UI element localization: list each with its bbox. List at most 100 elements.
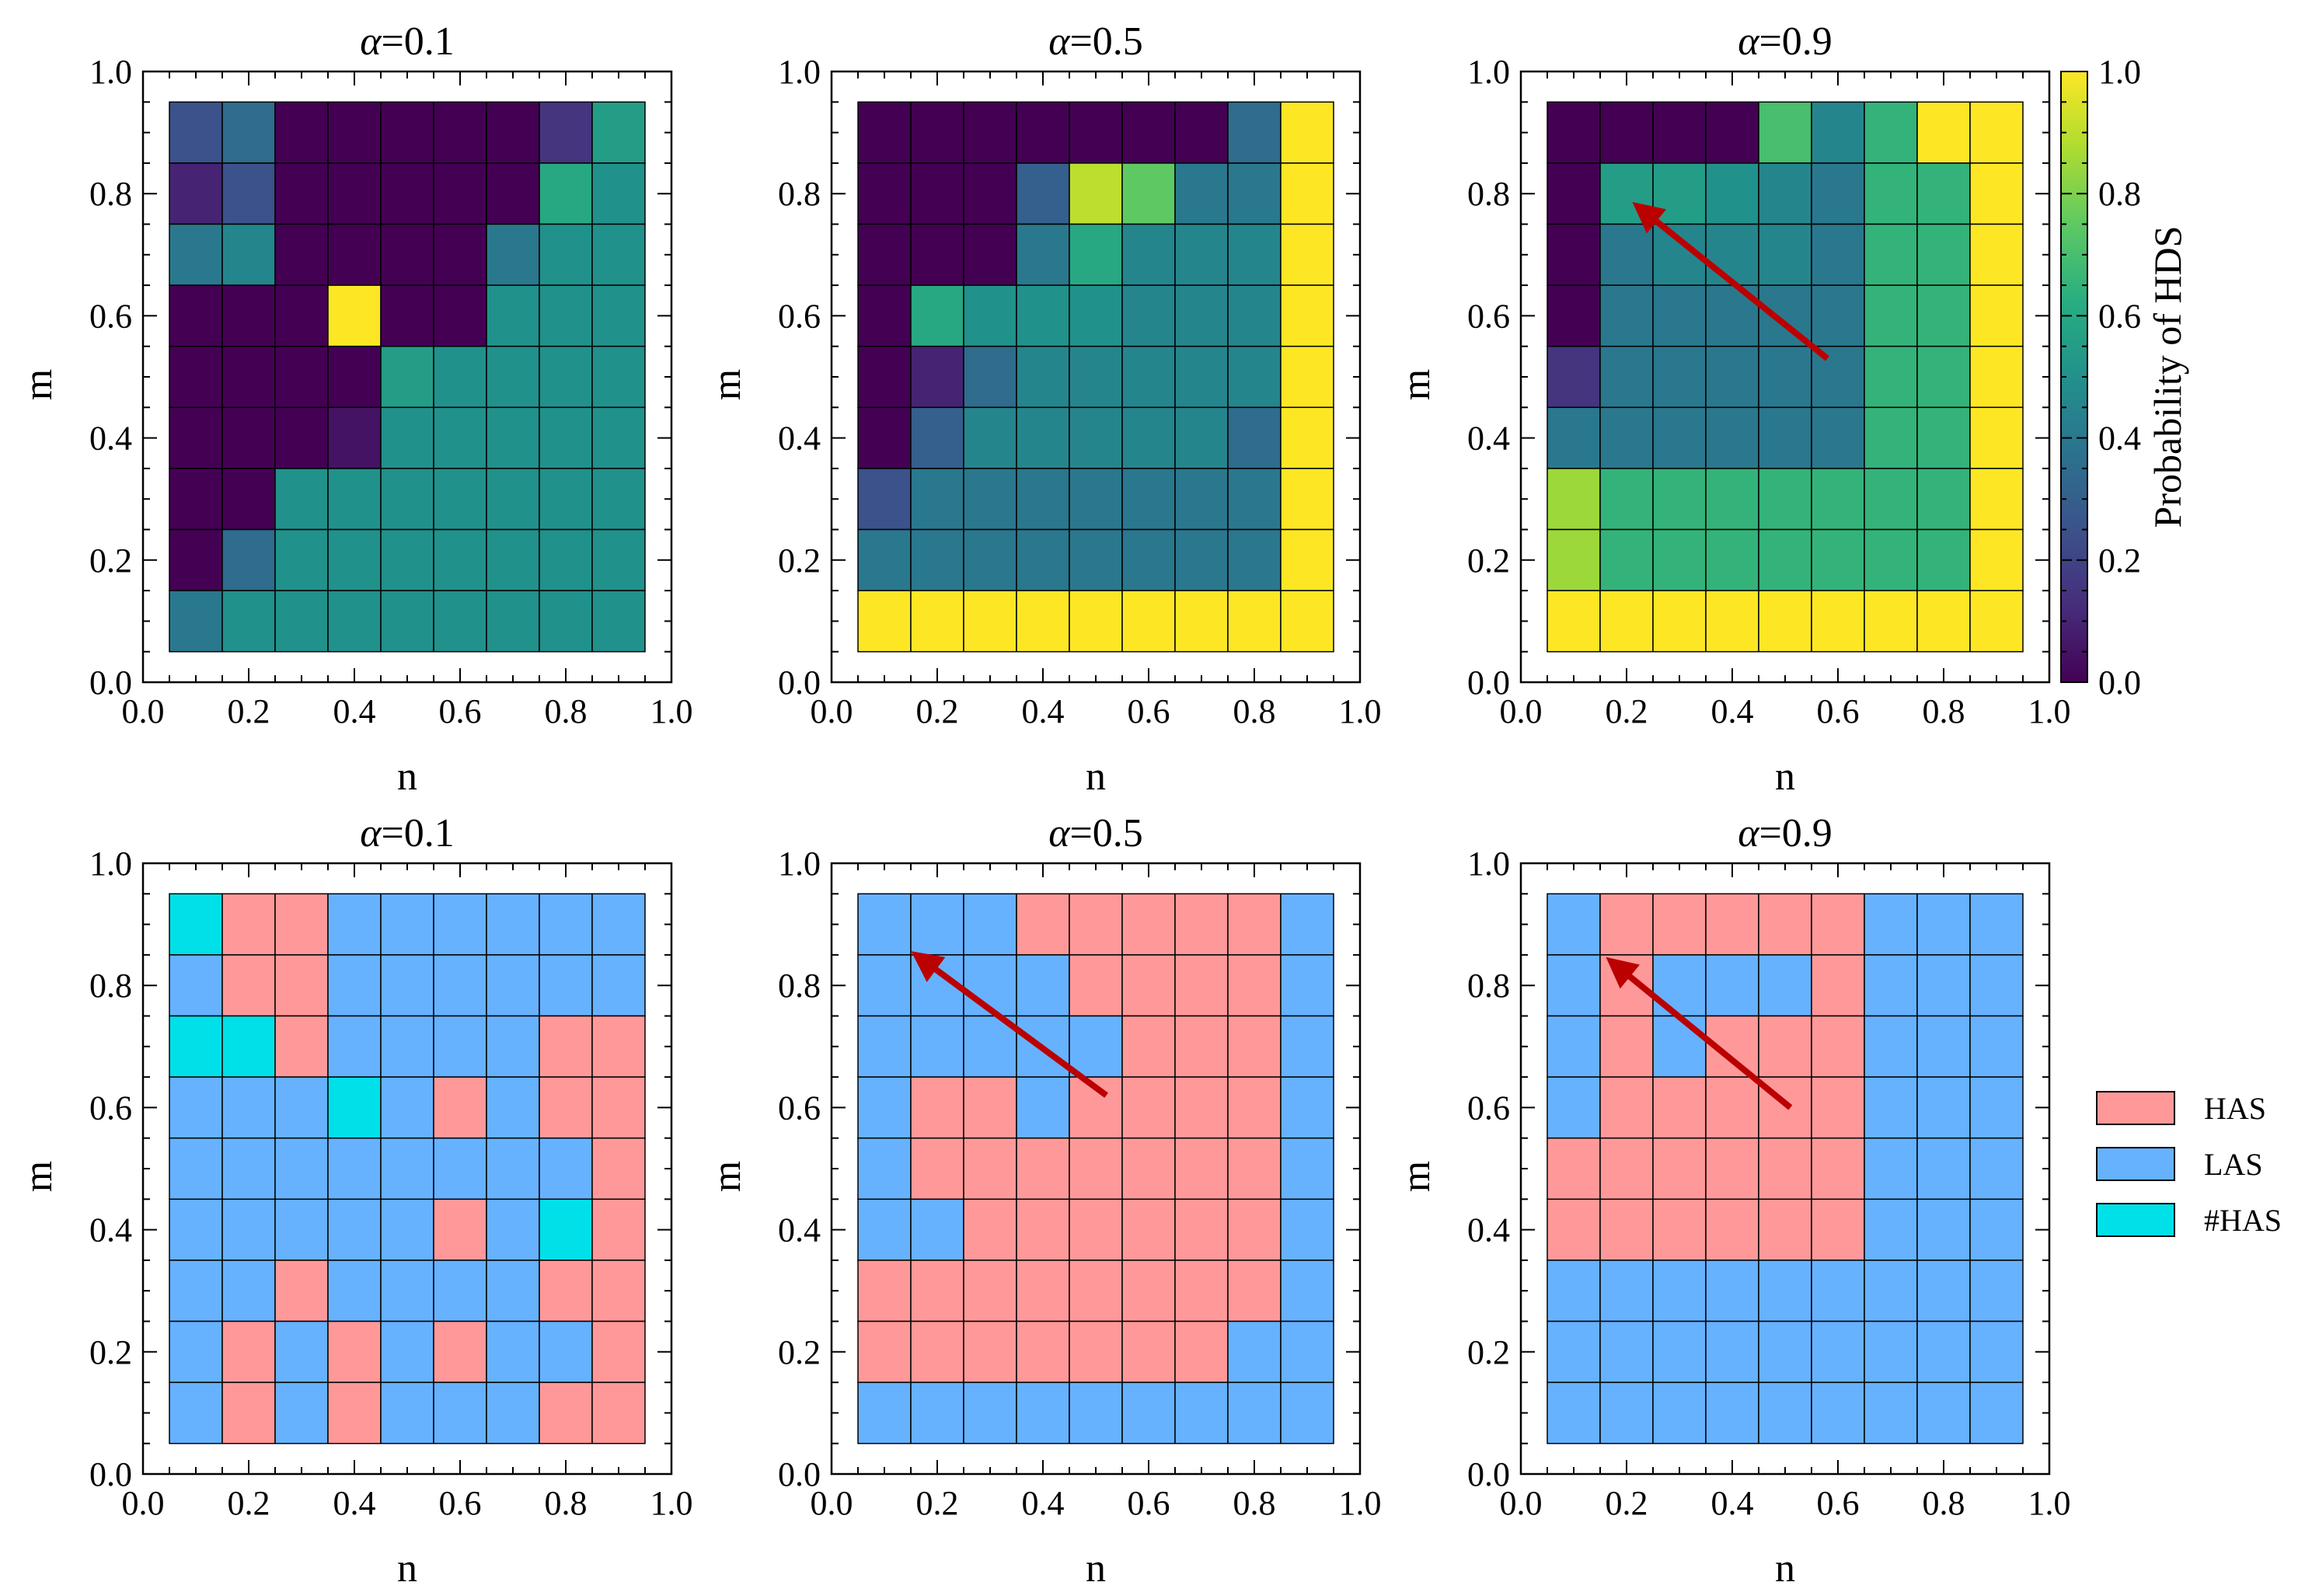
heatmap-cell — [1916, 1320, 1971, 1383]
title-symbol: α — [360, 811, 382, 855]
x-tick-label: 0.0 — [1500, 1484, 1543, 1522]
y-tick-label: 0.0 — [778, 664, 821, 702]
heatmap-cell — [221, 406, 276, 469]
legend-entry-las: LAS — [2096, 1147, 2263, 1182]
heatmap-cell — [221, 1137, 276, 1200]
heatmap-cell — [591, 284, 646, 347]
x-axis-label: n — [1086, 754, 1106, 799]
y-tick-label: 0.2 — [1467, 1333, 1510, 1371]
heatmap-cell — [1069, 954, 1123, 1017]
x-tick-label: 0.8 — [1233, 692, 1276, 730]
heatmap-cell — [1969, 528, 2024, 591]
heatmap-cell — [1227, 893, 1282, 956]
heatmap-cell — [1121, 528, 1176, 591]
heatmap-cell — [1069, 1320, 1123, 1383]
heatmap-cell — [1016, 468, 1070, 531]
heatmap-cell — [1758, 528, 1812, 591]
heatmap-cell — [963, 1015, 1017, 1078]
heatmap-cell — [1280, 284, 1334, 347]
heatmap-cell — [1705, 893, 1759, 956]
title-symbol: α — [1048, 811, 1071, 855]
heatmap-cell — [1969, 590, 2024, 653]
heatmap-cell — [274, 1137, 329, 1200]
heatmap-cell — [591, 1260, 646, 1322]
x-tick-label: 0.4 — [1022, 1484, 1065, 1522]
heatmap-cell — [1652, 284, 1707, 347]
y-tick-label: 1.0 — [1467, 845, 1510, 883]
heatmap-cell — [1652, 893, 1707, 956]
x-tick-label: 1.0 — [2028, 692, 2071, 730]
heatmap-cell — [1758, 1015, 1812, 1078]
y-tick-label: 0.8 — [1467, 967, 1510, 1005]
heatmap-cell — [1969, 1260, 2024, 1322]
panel-title: α=0.5 — [1048, 19, 1143, 64]
heatmap-cell — [380, 893, 434, 956]
heatmap-cell — [221, 1015, 276, 1078]
heatmap-cell — [539, 1382, 593, 1444]
heatmap-cell — [1864, 1260, 1918, 1322]
heatmap-cell — [910, 1076, 964, 1139]
heatmap-cell — [1121, 1015, 1176, 1078]
y-tick-label: 0.6 — [89, 1089, 132, 1127]
heatmap-cell — [221, 954, 276, 1017]
heatmap-cell — [486, 406, 540, 469]
heatmap-cell — [1016, 1320, 1070, 1383]
heatmap-cell — [1811, 162, 1865, 225]
heatmap-cell — [486, 954, 540, 1017]
x-tick-label: 0.2 — [1606, 692, 1648, 730]
heatmap-cell — [1969, 1015, 2024, 1078]
heatmap-cell — [1547, 954, 1601, 1017]
heatmap-cell — [1864, 893, 1918, 956]
heatmap-cell — [1227, 284, 1282, 347]
heatmap-cell — [857, 223, 912, 286]
heatmap-cell — [857, 1382, 912, 1444]
heatmap-cell — [169, 528, 223, 591]
heatmap-cell — [1227, 1198, 1282, 1261]
axis-ticks — [142, 71, 672, 683]
heatmap-cell — [1016, 101, 1070, 164]
x-tick-label: 0.6 — [1128, 692, 1170, 730]
heatmap-cell — [1174, 468, 1229, 531]
heatmap-cell — [380, 1260, 434, 1322]
heatmap-cell — [1069, 284, 1123, 347]
heatmap-cell — [274, 528, 329, 591]
x-axis-label: n — [1775, 754, 1795, 799]
heatmap-cell — [380, 1382, 434, 1444]
heatmap-cell — [1758, 223, 1812, 286]
colorbar: 0.0 0.2 0.4 0.6 0.8 1.0 Probability of HDS — [2060, 53, 2189, 702]
heatmap-cell — [857, 1198, 912, 1261]
trend-arrow — [1632, 201, 1829, 361]
heatmap-cell — [1969, 406, 2024, 469]
heatmap-cell — [1174, 528, 1229, 591]
heatmap-cell — [169, 1076, 223, 1139]
heatmap-cell — [1864, 406, 1918, 469]
heatmap-cell — [1599, 223, 1654, 286]
heatmap-cell — [1227, 162, 1282, 225]
heatmap-cell — [1227, 1137, 1282, 1200]
y-tick-label: 1.0 — [89, 845, 132, 883]
heatmap-cell — [1227, 223, 1282, 286]
heatmap-cell — [910, 1137, 964, 1200]
heatmap-cell — [1280, 1382, 1334, 1444]
legend-label-las: LAS — [2204, 1147, 2263, 1182]
heatmap-cell — [1121, 345, 1176, 409]
heatmap-cell — [1069, 345, 1123, 409]
axis-ticks — [831, 862, 1361, 1475]
heatmap-cell — [1121, 468, 1176, 531]
heatmap-cell — [1916, 1198, 1971, 1261]
heatmap-cell — [1547, 162, 1601, 225]
axis-ticks — [831, 71, 1361, 683]
x-tick-label: 0.4 — [1022, 692, 1065, 730]
heatmap-cell — [1758, 893, 1812, 956]
heatmap-cell — [963, 223, 1017, 286]
y-tick-label: 0.8 — [89, 967, 132, 1005]
heatmap-cell — [1969, 1137, 2024, 1200]
x-axis-label: n — [397, 754, 417, 799]
y-tick-label: 0.8 — [89, 175, 132, 213]
heatmap-cell — [1864, 223, 1918, 286]
heatmap-cell — [274, 893, 329, 956]
heatmap-cell — [539, 101, 593, 164]
x-tick-label: 0.6 — [1128, 1484, 1170, 1522]
x-tick-label: 1.0 — [1339, 1484, 1382, 1522]
heatmap-cell — [1069, 223, 1123, 286]
